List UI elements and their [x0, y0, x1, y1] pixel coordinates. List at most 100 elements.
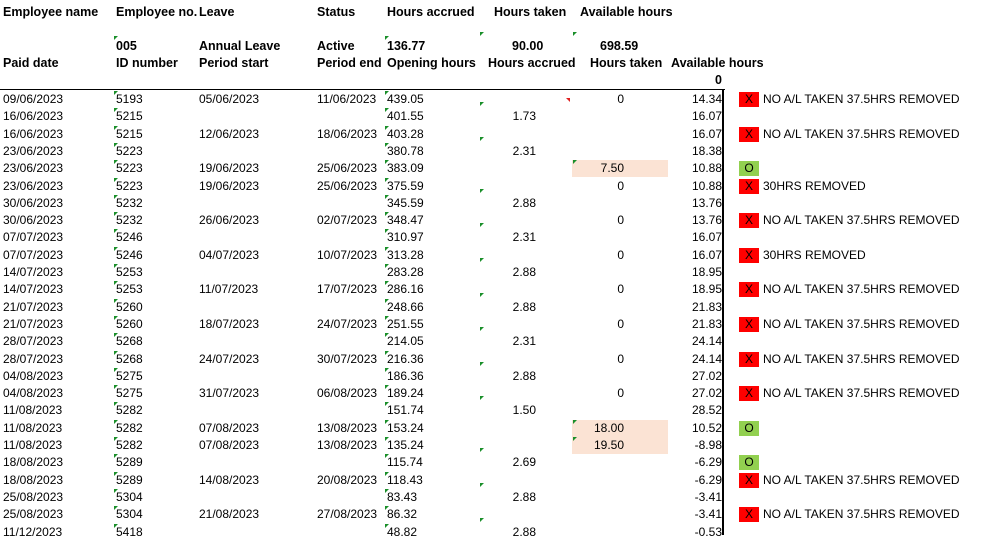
x-flag-icon[interactable]: X: [739, 351, 759, 367]
period-end-cell[interactable]: 11/06/2023: [317, 92, 377, 106]
paid-date-cell[interactable]: 11/08/2023: [3, 403, 63, 418]
opening-hours-cell[interactable]: 214.05: [387, 334, 424, 349]
available-hours-cell[interactable]: -3.41: [694, 507, 722, 522]
opening-hours-cell[interactable]: 383.09: [387, 161, 424, 176]
paid-date-cell[interactable]: 23/06/2023: [3, 143, 64, 158]
hours-taken-cell[interactable]: [572, 195, 624, 212]
opening-hours-cell[interactable]: 439.05: [387, 92, 424, 106]
paid-date-cell[interactable]: 23/06/2023: [3, 161, 64, 176]
hours-accrued-cell[interactable]: 2.31: [512, 143, 536, 158]
period-end-cell[interactable]: 13/08/2023: [317, 420, 378, 435]
hours-accrued-cell[interactable]: 2.31: [512, 230, 536, 245]
hours-accrued-cell[interactable]: 1.73: [512, 109, 536, 124]
hours-taken-cell[interactable]: 0: [617, 213, 624, 228]
note-cell[interactable]: NO A/L TAKEN 37.5HRS REMOVED: [763, 472, 960, 487]
available-hours-cell[interactable]: 21.83: [691, 299, 722, 314]
header-status[interactable]: Status: [317, 5, 356, 19]
leave-value[interactable]: Annual Leave: [199, 39, 281, 53]
x-flag-icon[interactable]: X: [739, 178, 759, 194]
note-cell[interactable]: 30HRS REMOVED: [763, 247, 866, 262]
paid-date-cell[interactable]: 18/08/2023: [3, 472, 64, 487]
hours-accrued-cell[interactable]: 2.88: [512, 524, 536, 539]
x-flag-icon[interactable]: X: [739, 126, 759, 142]
available-hours-cell[interactable]: 24.14: [691, 334, 722, 349]
available-hours-cell[interactable]: -8.98: [694, 438, 722, 452]
hours-accrued-cell[interactable]: 2.88: [512, 265, 536, 279]
period-start-cell[interactable]: 07/08/2023: [199, 420, 260, 435]
available-hours-cell[interactable]: 13.76: [691, 195, 722, 210]
header-hours-taken[interactable]: Hours taken: [494, 5, 567, 19]
id-number-cell[interactable]: 5246: [116, 247, 143, 262]
id-number-cell[interactable]: 5253: [116, 282, 143, 297]
paid-date-cell[interactable]: 04/08/2023: [3, 386, 64, 401]
hours-accrued-cell[interactable]: 2.31: [512, 334, 536, 349]
hours-taken-cell[interactable]: [572, 489, 624, 506]
id-number-cell[interactable]: 5193: [116, 92, 143, 106]
opening-hours-cell[interactable]: 86.32: [387, 507, 418, 522]
paid-date-cell[interactable]: 23/06/2023: [3, 178, 64, 193]
paid-date-cell[interactable]: 14/07/2023: [3, 282, 64, 297]
opening-hours-cell[interactable]: 83.43: [387, 489, 418, 504]
note-cell[interactable]: 30HRS REMOVED: [763, 178, 866, 193]
hours-taken-cell[interactable]: 7.50: [600, 161, 624, 176]
paid-date-cell[interactable]: 25/08/2023: [3, 507, 64, 522]
header-leave[interactable]: Leave: [199, 5, 235, 19]
id-number-cell[interactable]: 5282: [116, 403, 143, 418]
period-end-cell[interactable]: 13/08/2023: [317, 438, 378, 452]
paid-date-cell[interactable]: 30/06/2023: [3, 195, 64, 210]
opening-hours-cell[interactable]: 348.47: [387, 213, 424, 228]
available-hours-cell[interactable]: -6.29: [694, 455, 722, 470]
hours-taken-value[interactable]: 90.00: [512, 39, 544, 53]
period-end-cell[interactable]: 06/08/2023: [317, 386, 378, 401]
hours-accrued-value[interactable]: 136.77: [387, 39, 426, 53]
id-number-cell[interactable]: 5260: [116, 316, 143, 331]
period-end-cell[interactable]: 10/07/2023: [317, 247, 378, 262]
header-period-start[interactable]: Period start: [199, 56, 269, 70]
available-hours-cell[interactable]: 24.14: [691, 351, 722, 366]
x-flag-icon[interactable]: X: [739, 247, 759, 263]
period-start-cell[interactable]: 24/07/2023: [199, 351, 260, 366]
paid-date-cell[interactable]: 28/07/2023: [3, 351, 64, 366]
id-number-cell[interactable]: 5418: [116, 524, 143, 539]
hours-taken-cell[interactable]: 19.50: [593, 438, 624, 452]
hours-taken-cell[interactable]: 0: [617, 92, 624, 106]
paid-date-cell[interactable]: 04/08/2023: [3, 368, 64, 383]
hours-accrued-cell[interactable]: 2.69: [512, 455, 536, 470]
hours-taken-cell[interactable]: [572, 524, 624, 541]
paid-date-cell[interactable]: 25/08/2023: [3, 489, 64, 504]
id-number-cell[interactable]: 5275: [116, 368, 143, 383]
opening-hours-cell[interactable]: 401.55: [387, 109, 424, 124]
hours-taken-cell[interactable]: [572, 368, 624, 385]
id-number-cell[interactable]: 5282: [116, 420, 143, 435]
available-hours-cell[interactable]: 10.88: [691, 161, 722, 176]
id-number-cell[interactable]: 5268: [116, 351, 143, 366]
header-opening-hours[interactable]: Opening hours: [387, 56, 476, 70]
hours-taken-cell[interactable]: 0: [617, 316, 624, 331]
opening-hours-cell[interactable]: 345.59: [387, 195, 424, 210]
hours-accrued-cell[interactable]: [470, 160, 536, 177]
id-number-cell[interactable]: 5232: [116, 213, 143, 228]
note-cell[interactable]: NO A/L TAKEN 37.5HRS REMOVED: [763, 126, 960, 141]
available-hours-cell[interactable]: 16.07: [691, 109, 722, 124]
hours-accrued-cell[interactable]: 1.50: [512, 403, 536, 418]
period-end-cell[interactable]: 25/06/2023: [317, 178, 378, 193]
id-number-cell[interactable]: 5253: [116, 265, 143, 279]
id-number-cell[interactable]: 5215: [116, 109, 143, 124]
header-hours-accrued[interactable]: Hours accrued: [387, 5, 475, 19]
opening-hours-cell[interactable]: 115.74: [387, 455, 423, 470]
period-end-cell[interactable]: 20/08/2023: [317, 472, 378, 487]
opening-hours-cell[interactable]: 380.78: [387, 143, 424, 158]
header-id-number[interactable]: ID number: [116, 56, 178, 70]
period-start-cell[interactable]: 31/07/2023: [199, 386, 260, 401]
o-flag-icon[interactable]: O: [739, 161, 759, 177]
available-hours-cell[interactable]: 28.52: [691, 403, 722, 418]
hours-taken-cell[interactable]: [572, 264, 624, 281]
id-number-cell[interactable]: 5289: [116, 472, 143, 487]
paid-date-cell[interactable]: 11/08/2023: [3, 438, 63, 452]
period-start-cell[interactable]: 21/08/2023: [199, 507, 260, 522]
paid-date-cell[interactable]: 07/07/2023: [3, 230, 64, 245]
opening-hours-cell[interactable]: 313.28: [387, 247, 424, 262]
status-value[interactable]: Active: [317, 39, 355, 53]
opening-hours-cell[interactable]: 251.55: [387, 316, 424, 331]
employee-no-value[interactable]: 005: [116, 39, 137, 53]
